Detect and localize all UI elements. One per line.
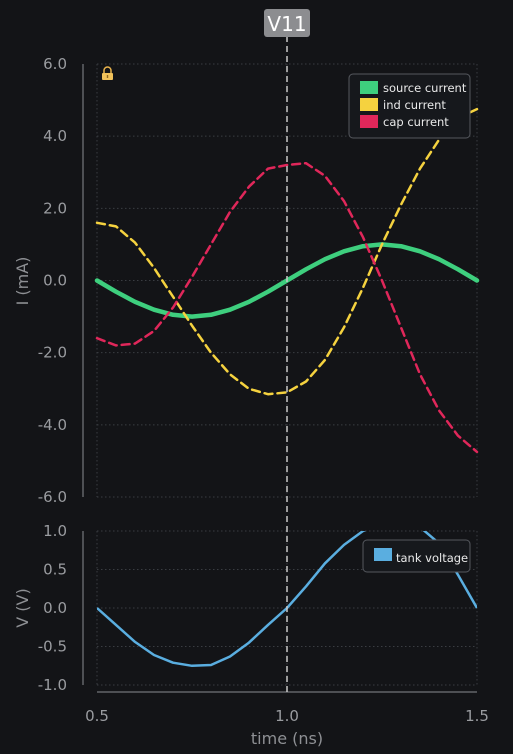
x-axis-label: time (ns) bbox=[251, 729, 323, 748]
legend-swatch bbox=[360, 115, 378, 128]
legend-swatch bbox=[360, 98, 378, 111]
y-tick-label: 1.0 bbox=[43, 522, 67, 540]
legend-swatch bbox=[360, 81, 378, 94]
cursor-label: V11 bbox=[267, 12, 306, 36]
bottom-legend: tank voltage bbox=[362, 539, 471, 573]
top-legend: source current ind current cap current bbox=[348, 73, 471, 139]
y-tick-label: -4.0 bbox=[38, 416, 67, 434]
y-tick-label: 4.0 bbox=[43, 127, 67, 145]
x-tick-label: 0.5 bbox=[85, 707, 109, 725]
legend-label: ind current bbox=[383, 98, 446, 112]
legend-label: tank voltage bbox=[396, 551, 468, 565]
series-line-ind-current bbox=[95, 107, 479, 396]
lock-icon[interactable] bbox=[102, 66, 113, 80]
y-tick-label: 6.0 bbox=[43, 55, 67, 73]
y-tick-label: 0.0 bbox=[43, 272, 67, 290]
x-tick-label: 1.0 bbox=[275, 707, 299, 725]
top-y-axis-label: I (mA) bbox=[13, 257, 32, 306]
y-tick-label: 2.0 bbox=[43, 199, 67, 217]
legend-swatch bbox=[374, 548, 392, 561]
y-tick-label: -2.0 bbox=[38, 344, 67, 362]
x-tick-label: 1.5 bbox=[465, 707, 489, 725]
top-y-ticks: 6.0 4.0 2.0 0.0 -2.0 -4.0 -6.0 bbox=[38, 55, 67, 506]
y-tick-label: 0.0 bbox=[43, 599, 67, 617]
bottom-y-axis-label: V (V) bbox=[13, 588, 32, 627]
legend-frame bbox=[348, 73, 471, 139]
y-tick-label: 0.5 bbox=[43, 561, 67, 579]
y-tick-label: -1.0 bbox=[38, 676, 67, 694]
cursor-label-bg bbox=[264, 9, 310, 37]
legends: source current ind current cap current tank… bbox=[348, 73, 471, 573]
x-ticks: 0.5 1.0 1.5 bbox=[85, 707, 489, 725]
series-line-cap-current bbox=[95, 161, 479, 454]
legend-label: cap current bbox=[383, 115, 449, 129]
legend-label: source current bbox=[383, 81, 467, 95]
y-tick-label: -0.5 bbox=[38, 638, 67, 656]
time-cursor[interactable]: V11 bbox=[264, 9, 310, 692]
axes bbox=[82, 64, 477, 693]
bottom-y-ticks: 1.0 0.5 0.0 -0.5 -1.0 bbox=[38, 522, 67, 694]
y-tick-label: -6.0 bbox=[38, 488, 67, 506]
